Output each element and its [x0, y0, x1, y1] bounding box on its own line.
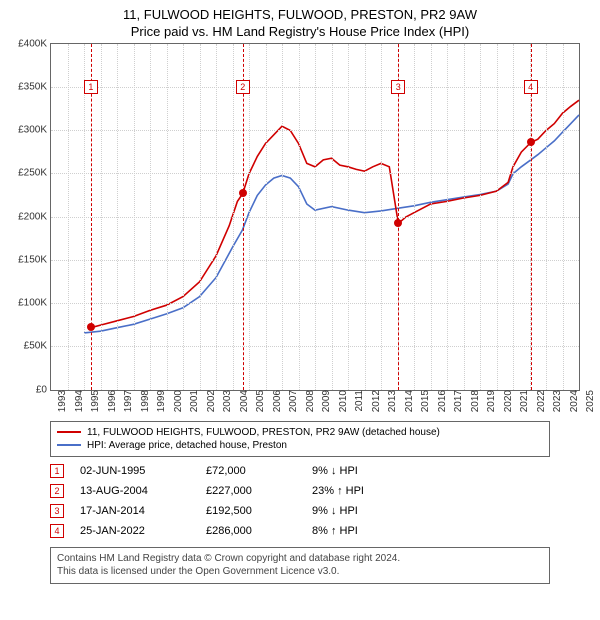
- series-line: [91, 100, 579, 328]
- gridline-v: [348, 44, 349, 390]
- gridline-v: [332, 44, 333, 390]
- gridline-v: [233, 44, 234, 390]
- gridline-v: [282, 44, 283, 390]
- event-delta: 9% ↓ HPI: [312, 465, 358, 477]
- y-axis-label: £350K: [18, 81, 51, 92]
- y-axis-label: £150K: [18, 254, 51, 265]
- gridline-v: [299, 44, 300, 390]
- legend-row: HPI: Average price, detached house, Pres…: [57, 439, 543, 452]
- gridline-v: [497, 44, 498, 390]
- chart-subtitle: Price paid vs. HM Land Registry's House …: [0, 24, 600, 39]
- gridline-v: [167, 44, 168, 390]
- gridline-v: [513, 44, 514, 390]
- event-row: 4 25-JAN-2022 £286,000 8% ↑ HPI: [50, 521, 550, 541]
- event-marker-box: 2: [236, 80, 250, 94]
- legend-swatch-price: [57, 431, 81, 433]
- gridline-v: [150, 44, 151, 390]
- legend-swatch-hpi: [57, 444, 81, 446]
- event-price: £227,000: [206, 485, 296, 497]
- event-price: £192,500: [206, 505, 296, 517]
- footer-line: This data is licensed under the Open Gov…: [57, 565, 543, 579]
- gridline-v: [480, 44, 481, 390]
- gridline-v: [68, 44, 69, 390]
- gridline-v: [249, 44, 250, 390]
- legend-label: HPI: Average price, detached house, Pres…: [87, 440, 287, 451]
- event-vline: [243, 44, 244, 390]
- event-number: 2: [50, 484, 64, 498]
- gridline-v: [546, 44, 547, 390]
- legend-row: 11, FULWOOD HEIGHTS, FULWOOD, PRESTON, P…: [57, 426, 543, 439]
- y-axis-label: £50K: [24, 341, 51, 352]
- plot-region: £0£50K£100K£150K£200K£250K£300K£350K£400…: [50, 43, 580, 391]
- event-number: 4: [50, 524, 64, 538]
- event-row: 3 17-JAN-2014 £192,500 9% ↓ HPI: [50, 501, 550, 521]
- event-delta: 8% ↑ HPI: [312, 525, 358, 537]
- event-vline: [91, 44, 92, 390]
- gridline-v: [84, 44, 85, 390]
- gridline-v: [183, 44, 184, 390]
- event-date: 13-AUG-2004: [80, 485, 190, 497]
- legend: 11, FULWOOD HEIGHTS, FULWOOD, PRESTON, P…: [50, 421, 550, 457]
- event-marker-dot: [527, 138, 535, 146]
- event-marker-box: 1: [84, 80, 98, 94]
- event-marker-dot: [239, 189, 247, 197]
- events-table: 1 02-JUN-1995 £72,000 9% ↓ HPI 2 13-AUG-2004 £…: [50, 461, 550, 541]
- event-price: £72,000: [206, 465, 296, 477]
- chart-title: 11, FULWOOD HEIGHTS, FULWOOD, PRESTON, P…: [0, 0, 600, 24]
- y-axis-label: £100K: [18, 298, 51, 309]
- event-row: 2 13-AUG-2004 £227,000 23% ↑ HPI: [50, 481, 550, 501]
- legend-label: 11, FULWOOD HEIGHTS, FULWOOD, PRESTON, P…: [87, 427, 440, 438]
- gridline-v: [563, 44, 564, 390]
- gridline-v: [101, 44, 102, 390]
- gridline-v: [431, 44, 432, 390]
- event-delta: 9% ↓ HPI: [312, 505, 358, 517]
- event-vline: [398, 44, 399, 390]
- event-delta: 23% ↑ HPI: [312, 485, 364, 497]
- gridline-v: [266, 44, 267, 390]
- gridline-v: [464, 44, 465, 390]
- event-marker-box: 3: [391, 80, 405, 94]
- event-number: 1: [50, 464, 64, 478]
- y-axis-label: £200K: [18, 211, 51, 222]
- gridline-v: [315, 44, 316, 390]
- gridline-v: [447, 44, 448, 390]
- gridline-v: [381, 44, 382, 390]
- gridline-v: [365, 44, 366, 390]
- event-marker-dot: [87, 323, 95, 331]
- event-date: 02-JUN-1995: [80, 465, 190, 477]
- gridline-v: [117, 44, 118, 390]
- y-axis-label: £250K: [18, 168, 51, 179]
- event-marker-dot: [394, 219, 402, 227]
- y-axis-label: £300K: [18, 125, 51, 136]
- chart-area: £0£50K£100K£150K£200K£250K£300K£350K£400…: [50, 43, 580, 413]
- y-axis-label: £400K: [18, 38, 51, 49]
- attribution-footer: Contains HM Land Registry data © Crown c…: [50, 547, 550, 584]
- event-row: 1 02-JUN-1995 £72,000 9% ↓ HPI: [50, 461, 550, 481]
- gridline-v: [216, 44, 217, 390]
- event-number: 3: [50, 504, 64, 518]
- event-price: £286,000: [206, 525, 296, 537]
- event-vline: [531, 44, 532, 390]
- footer-line: Contains HM Land Registry data © Crown c…: [57, 552, 543, 566]
- gridline-v: [200, 44, 201, 390]
- event-date: 25-JAN-2022: [80, 525, 190, 537]
- gridline-v: [134, 44, 135, 390]
- gridline-v: [414, 44, 415, 390]
- event-date: 17-JAN-2014: [80, 505, 190, 517]
- x-axis-label: 2025: [577, 390, 596, 412]
- event-marker-box: 4: [524, 80, 538, 94]
